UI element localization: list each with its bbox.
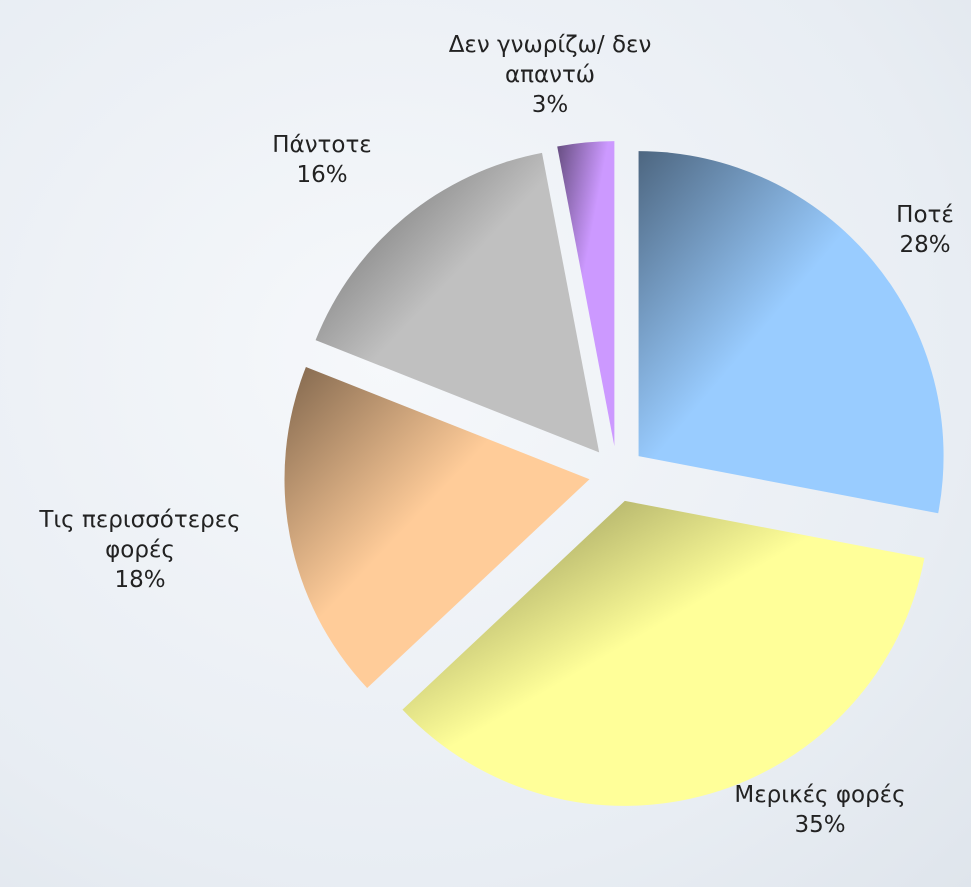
category-label: Δεν γνωρίζω/ δεν απαντώ: [448, 32, 652, 88]
category-label: Μερικές φορές: [734, 782, 906, 808]
value-label: 35%: [794, 812, 846, 838]
category-label: Τις περισσότερες φορές: [39, 507, 241, 563]
slice-label: Μερικές φορές 35%: [690, 780, 950, 840]
value-label: 18%: [114, 567, 166, 593]
value-label: 28%: [899, 232, 951, 258]
pie-slice: [557, 141, 615, 447]
slice-label: Δεν γνωρίζω/ δεν απαντώ 3%: [445, 30, 655, 120]
pie-slice: [638, 151, 944, 514]
slice-label: Τις περισσότερες φορές 18%: [5, 505, 275, 595]
value-label: 3%: [531, 92, 569, 118]
category-label: Πάντοτε: [272, 132, 372, 158]
slice-label: Πάντοτε 16%: [242, 130, 402, 190]
value-label: 16%: [296, 162, 348, 188]
pie-slice: [284, 366, 590, 689]
pie-slice: [402, 500, 925, 806]
category-label: Ποτέ: [896, 202, 954, 228]
slice-label: Ποτέ 28%: [885, 200, 965, 260]
pie-slice: [315, 152, 600, 453]
